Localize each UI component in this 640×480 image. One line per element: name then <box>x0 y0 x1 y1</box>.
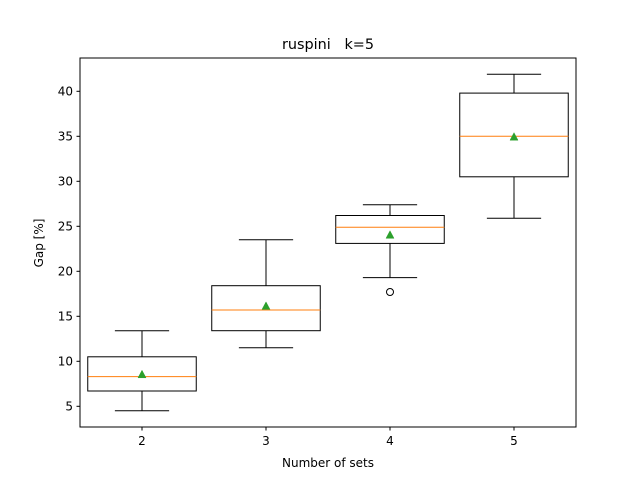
mean-marker <box>137 369 147 379</box>
box-3 <box>211 285 321 332</box>
outlier-point <box>386 288 394 296</box>
y-tick-label: 30 <box>58 175 73 189</box>
chart-title: ruspini k=5 <box>282 37 374 53</box>
y-axis-label: Gap [%] <box>32 219 46 268</box>
x-tick-label: 4 <box>386 434 394 448</box>
x-tick-label: 2 <box>138 434 146 448</box>
axes-frame <box>79 57 577 428</box>
x-axis-label: Number of sets <box>282 456 374 470</box>
plot-area: 5 10 15 20 25 30 35 40 2 3 4 5 <box>58 57 577 448</box>
mean-marker <box>385 230 395 239</box>
y-tick-label: 35 <box>58 130 73 144</box>
y-tick-label: 40 <box>58 85 73 99</box>
y-tick-label: 15 <box>58 310 73 324</box>
y-tick-label: 20 <box>58 265 73 279</box>
mean-marker <box>509 132 519 141</box>
box-4 <box>335 215 445 244</box>
box-5 <box>459 92 569 178</box>
x-tick-label: 5 <box>510 434 518 448</box>
y-tick-label: 25 <box>58 220 73 234</box>
y-tick-label: 5 <box>65 400 73 414</box>
y-tick-label: 10 <box>58 355 73 369</box>
mean-marker <box>261 301 271 310</box>
x-tick-label: 3 <box>262 434 270 448</box>
box-2 <box>87 356 197 392</box>
